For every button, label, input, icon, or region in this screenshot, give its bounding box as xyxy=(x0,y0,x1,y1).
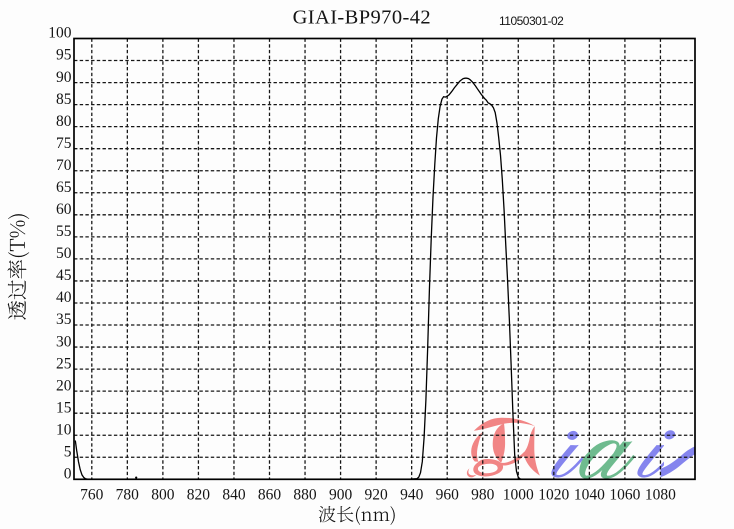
svg-text:45: 45 xyxy=(56,267,72,284)
svg-text:1060: 1060 xyxy=(609,486,640,503)
svg-text:900: 900 xyxy=(329,486,353,503)
svg-text:25: 25 xyxy=(56,355,72,372)
svg-text:15: 15 xyxy=(56,399,72,416)
svg-text:95: 95 xyxy=(56,47,72,64)
svg-text:10: 10 xyxy=(56,421,72,438)
svg-text:30: 30 xyxy=(56,333,72,350)
svg-text:55: 55 xyxy=(56,223,72,240)
svg-text:800: 800 xyxy=(151,486,175,503)
svg-text:75: 75 xyxy=(56,135,72,152)
svg-text:11050301-02: 11050301-02 xyxy=(499,14,564,28)
svg-text:35: 35 xyxy=(56,311,72,328)
svg-text:40: 40 xyxy=(56,289,72,306)
svg-text:70: 70 xyxy=(56,157,72,174)
svg-text:60: 60 xyxy=(56,201,72,218)
svg-text:980: 980 xyxy=(471,486,495,503)
svg-text:85: 85 xyxy=(56,91,72,108)
svg-text:1040: 1040 xyxy=(574,486,605,503)
svg-text:0: 0 xyxy=(64,466,72,483)
svg-text:20: 20 xyxy=(56,377,72,394)
svg-text:80: 80 xyxy=(56,113,72,130)
svg-text:1020: 1020 xyxy=(538,486,569,503)
svg-text:820: 820 xyxy=(187,486,211,503)
svg-text:960: 960 xyxy=(436,486,460,503)
svg-text:780: 780 xyxy=(116,486,140,503)
svg-text:860: 860 xyxy=(258,486,282,503)
svg-text:5: 5 xyxy=(64,444,72,461)
svg-text:100: 100 xyxy=(48,25,72,42)
svg-text:1080: 1080 xyxy=(645,486,676,503)
svg-text:65: 65 xyxy=(56,179,72,196)
svg-text:940: 940 xyxy=(400,486,424,503)
svg-text:760: 760 xyxy=(80,486,104,503)
svg-text:50: 50 xyxy=(56,245,72,262)
svg-text:840: 840 xyxy=(222,486,246,503)
svg-text:1000: 1000 xyxy=(503,486,534,503)
svg-text:GIAI-BP970-42: GIAI-BP970-42 xyxy=(293,6,431,28)
svg-text:880: 880 xyxy=(293,486,317,503)
svg-text:90: 90 xyxy=(56,69,72,86)
svg-text:920: 920 xyxy=(364,486,388,503)
